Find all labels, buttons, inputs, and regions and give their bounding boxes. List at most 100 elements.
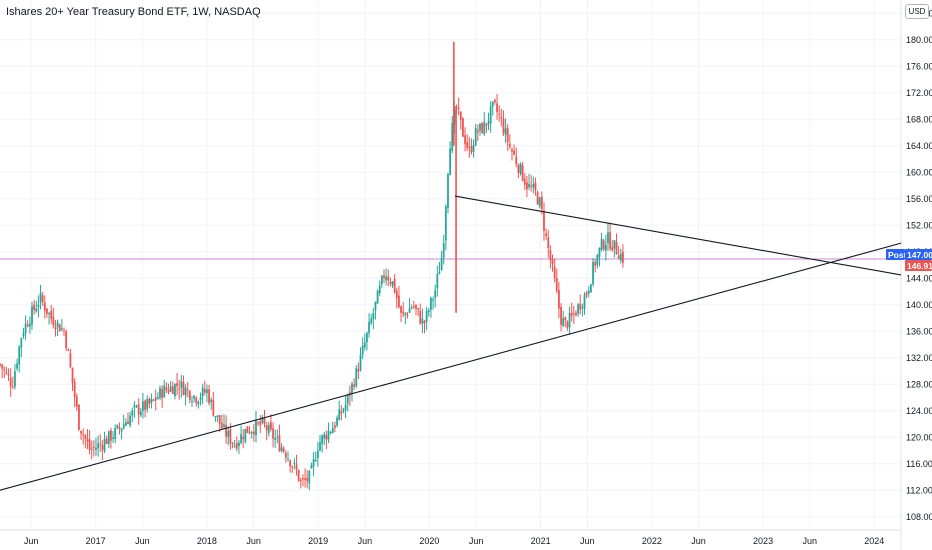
price-tick-label: 124.00: [906, 406, 932, 416]
candle-body: [114, 427, 117, 440]
last-price-tag: 146.91: [907, 261, 932, 271]
candle-layer: [0, 41, 624, 491]
candle-body: [592, 261, 594, 285]
currency-badge[interactable]: USD: [905, 4, 929, 19]
candle-body: [506, 128, 509, 142]
candle-body: [110, 430, 112, 441]
candle-body: [144, 400, 146, 410]
candle-body: [75, 396, 78, 407]
candle-body: [432, 299, 434, 301]
candle-body: [434, 290, 437, 298]
candle-body: [105, 438, 108, 444]
candle-body: [50, 311, 53, 319]
candle-body: [321, 435, 324, 444]
post-price-tag-bg: [905, 249, 932, 260]
candle-body: [419, 310, 422, 324]
candle-body: [489, 106, 492, 124]
candle-body: [26, 324, 29, 327]
last-price-tag-bg: [905, 260, 932, 271]
candle-body: [579, 303, 582, 310]
candle-body: [195, 397, 198, 404]
candle-body: [112, 437, 114, 439]
time-tick-label: 2022: [642, 536, 662, 546]
candle-body: [137, 404, 140, 415]
price-tags: Post 147.00 146.91: [886, 249, 932, 271]
candle-body: [135, 405, 138, 407]
candle-body: [95, 447, 97, 450]
candle-body: [7, 374, 10, 376]
candle-body: [549, 250, 552, 261]
price-axis[interactable]: 108.00 112.00 116.00 120.00 124.00 128.00 132.…: [906, 8, 932, 522]
candle-body: [161, 388, 164, 398]
candle-body: [184, 387, 187, 396]
candle-body: [225, 424, 228, 437]
candle-body: [122, 424, 125, 429]
trendline-layer[interactable]: [0, 195, 902, 491]
candle-body: [470, 146, 473, 153]
candle-body: [526, 182, 528, 190]
candle-body: [248, 432, 251, 434]
candle-body: [165, 387, 168, 390]
candle-body: [466, 142, 469, 148]
price-tick-label: 120.00: [906, 432, 932, 442]
candle-body: [16, 363, 18, 369]
candle-body: [387, 276, 390, 281]
candle-body: [481, 123, 484, 134]
candle-body: [583, 294, 586, 309]
candle-body: [417, 308, 420, 310]
candle-body: [214, 415, 217, 417]
time-axis[interactable]: Jun 2017 Jun 2018 Jun 2019 Jun 2020 Jun 2021 Jun 20…: [24, 536, 884, 546]
price-tick-label: 176.00: [906, 61, 932, 71]
candle-body: [218, 415, 221, 424]
candle-body: [28, 323, 31, 327]
candle-body: [186, 389, 189, 391]
candle-body: [459, 111, 462, 120]
time-tick-label: 2017: [86, 536, 106, 546]
candle-body: [107, 431, 110, 444]
price-tick-label: 128.00: [906, 379, 932, 389]
candle-body: [276, 436, 279, 438]
candle-body: [199, 397, 202, 400]
candle-body: [590, 284, 592, 293]
candle-body: [619, 254, 622, 261]
candle-body: [250, 431, 253, 434]
price-tick-label: 132.00: [906, 353, 932, 363]
candle-body: [299, 479, 302, 481]
candle-body: [346, 394, 349, 404]
candle-body: [302, 478, 304, 480]
candle-body: [393, 278, 396, 292]
candle-body: [60, 328, 63, 330]
candle-body: [176, 383, 178, 387]
candle-body: [543, 210, 545, 231]
candle-body: [297, 470, 300, 481]
candle-body: [587, 290, 590, 294]
price-tick-label: 172.00: [906, 88, 932, 98]
candle-body: [255, 420, 257, 436]
candle-body: [124, 422, 127, 426]
candle-body: [502, 118, 505, 134]
candle-body: [400, 306, 402, 313]
candle-body: [607, 232, 609, 244]
candle-body: [133, 405, 136, 408]
price-tick-label: 112.00: [906, 485, 932, 495]
candle-body: [35, 308, 38, 312]
candle-body: [154, 397, 157, 401]
candle-body: [18, 346, 21, 365]
candle-body: [545, 233, 548, 236]
candle-body: [37, 304, 40, 308]
candle-body: [316, 450, 319, 459]
candle-body: [564, 317, 567, 321]
candle-body: [600, 238, 603, 250]
candle-body: [534, 182, 537, 191]
time-tick-label: 2024: [864, 536, 884, 546]
candle-body: [494, 100, 496, 103]
price-tick-label: 180.00: [906, 35, 932, 45]
candle-body: [376, 290, 379, 304]
candle-body: [340, 411, 343, 414]
candle-body: [22, 332, 25, 337]
candle-body: [323, 434, 326, 439]
candle-body: [223, 424, 225, 427]
candle-body: [442, 242, 445, 258]
time-tick-label: Jun: [358, 536, 373, 546]
